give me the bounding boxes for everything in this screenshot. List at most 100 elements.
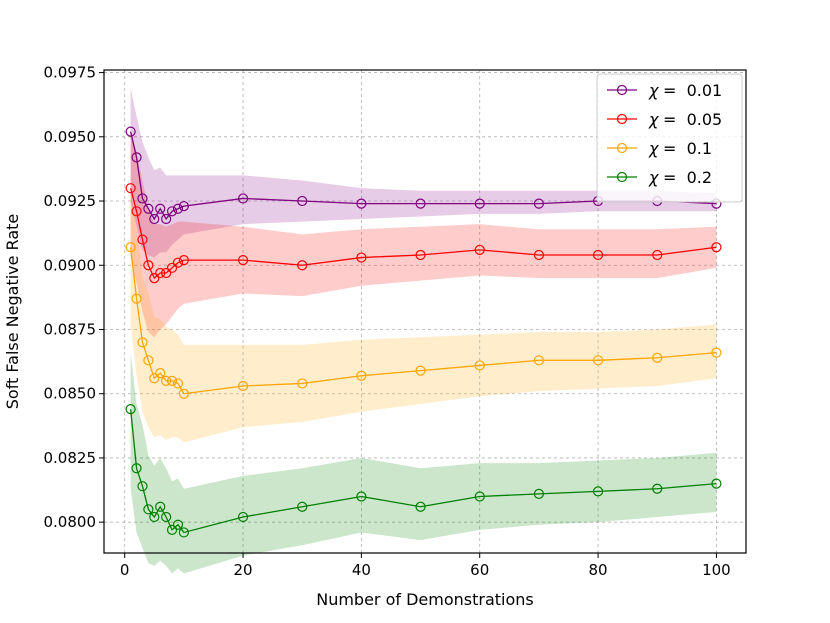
legend-marker [616, 84, 628, 96]
series-3 [125, 404, 722, 538]
legend-value: = 0.2 [663, 168, 712, 187]
data-point [592, 355, 604, 366]
legend-marker [616, 142, 628, 154]
legend-symbol: χ [648, 168, 659, 187]
data-point [237, 255, 249, 266]
data-point [297, 260, 308, 271]
series-lines [125, 126, 722, 538]
x-tick-label: 60 [470, 561, 489, 579]
series-0 [125, 126, 722, 225]
confidence-bands [130, 87, 717, 574]
x-tick-label: 0 [120, 561, 130, 579]
x-axis-ticks: 0 20 40 60 80 100 [120, 553, 731, 579]
x-tick-label: 100 [702, 561, 731, 579]
y-tick-label: 0.0850 [44, 385, 97, 403]
y-tick-label: 0.0800 [44, 513, 97, 531]
data-point [592, 486, 604, 497]
data-point [592, 249, 604, 261]
data-point [161, 267, 172, 279]
data-point [237, 193, 249, 204]
data-point [172, 203, 184, 214]
data-point [131, 206, 142, 217]
data-point [131, 152, 142, 163]
data-point [149, 213, 160, 225]
data-point [415, 198, 426, 209]
x-tick-label: 80 [589, 561, 608, 579]
data-point [131, 293, 142, 304]
data-point [155, 368, 166, 379]
legend: χ = 0.01χ = 0.05χ = 0.1χ = 0.2 [596, 73, 743, 203]
data-point [149, 273, 160, 284]
data-point [474, 198, 485, 209]
data-point [161, 213, 172, 225]
data-point [415, 501, 426, 512]
confidence-band-1 [130, 129, 717, 338]
data-point [125, 183, 136, 194]
data-point [533, 355, 545, 366]
data-point [356, 491, 367, 502]
data-point [356, 252, 367, 263]
data-point [149, 373, 160, 384]
data-point [143, 203, 154, 214]
data-point [166, 375, 178, 386]
legend-symbol: χ [648, 110, 659, 129]
data-point [166, 262, 178, 273]
y-tick-label: 0.0900 [44, 256, 97, 274]
series-line [129, 409, 717, 534]
data-point [652, 483, 663, 494]
y-tick-label: 0.0825 [44, 449, 97, 467]
y-tick-label: 0.0975 [44, 64, 97, 82]
legend-symbol: χ [648, 139, 659, 158]
data-point [415, 365, 426, 376]
data-point [172, 378, 184, 389]
data-point [297, 195, 308, 207]
data-point [125, 126, 136, 137]
data-point [415, 249, 426, 261]
data-point [149, 511, 160, 523]
legend-value: = 0.05 [663, 110, 722, 129]
data-point [155, 203, 166, 214]
data-point [137, 234, 148, 245]
legend-item: χ = 0.1 [607, 139, 712, 158]
y-tick-label: 0.0875 [44, 320, 97, 338]
data-point [178, 388, 189, 399]
data-point [711, 478, 722, 489]
series-line [129, 188, 717, 280]
data-point [237, 511, 249, 523]
data-point [161, 375, 172, 386]
data-point [131, 463, 142, 474]
data-point [237, 380, 249, 392]
data-point [143, 260, 154, 271]
data-point [474, 360, 485, 371]
x-axis-label: Number of Demonstrations [316, 590, 534, 609]
data-point [125, 404, 136, 415]
data-point [172, 519, 184, 530]
data-point [178, 255, 189, 266]
y-axis-ticks: 0.0800 0.0825 0.0850 0.0875 0.0900 0.0925 0.09… [44, 64, 104, 531]
data-point [172, 257, 184, 268]
data-point [161, 511, 172, 523]
data-point [137, 337, 148, 348]
data-point [711, 242, 722, 253]
series-line [129, 247, 717, 395]
data-point [356, 198, 367, 209]
data-point [143, 504, 154, 515]
data-point [143, 355, 154, 366]
data-point [711, 347, 722, 358]
data-point [356, 370, 367, 381]
data-point [178, 527, 189, 538]
data-point [297, 501, 308, 512]
data-point [652, 249, 663, 261]
data-point [166, 524, 178, 535]
confidence-band-2 [130, 190, 717, 443]
series-2 [125, 242, 722, 399]
y-axis-label: Soft False Negative Rate [3, 214, 22, 409]
data-point [533, 488, 545, 500]
legend-box [596, 73, 743, 203]
series-1 [125, 183, 722, 284]
data-point [178, 201, 189, 212]
data-point [652, 352, 663, 363]
confidence-band-3 [130, 352, 717, 574]
